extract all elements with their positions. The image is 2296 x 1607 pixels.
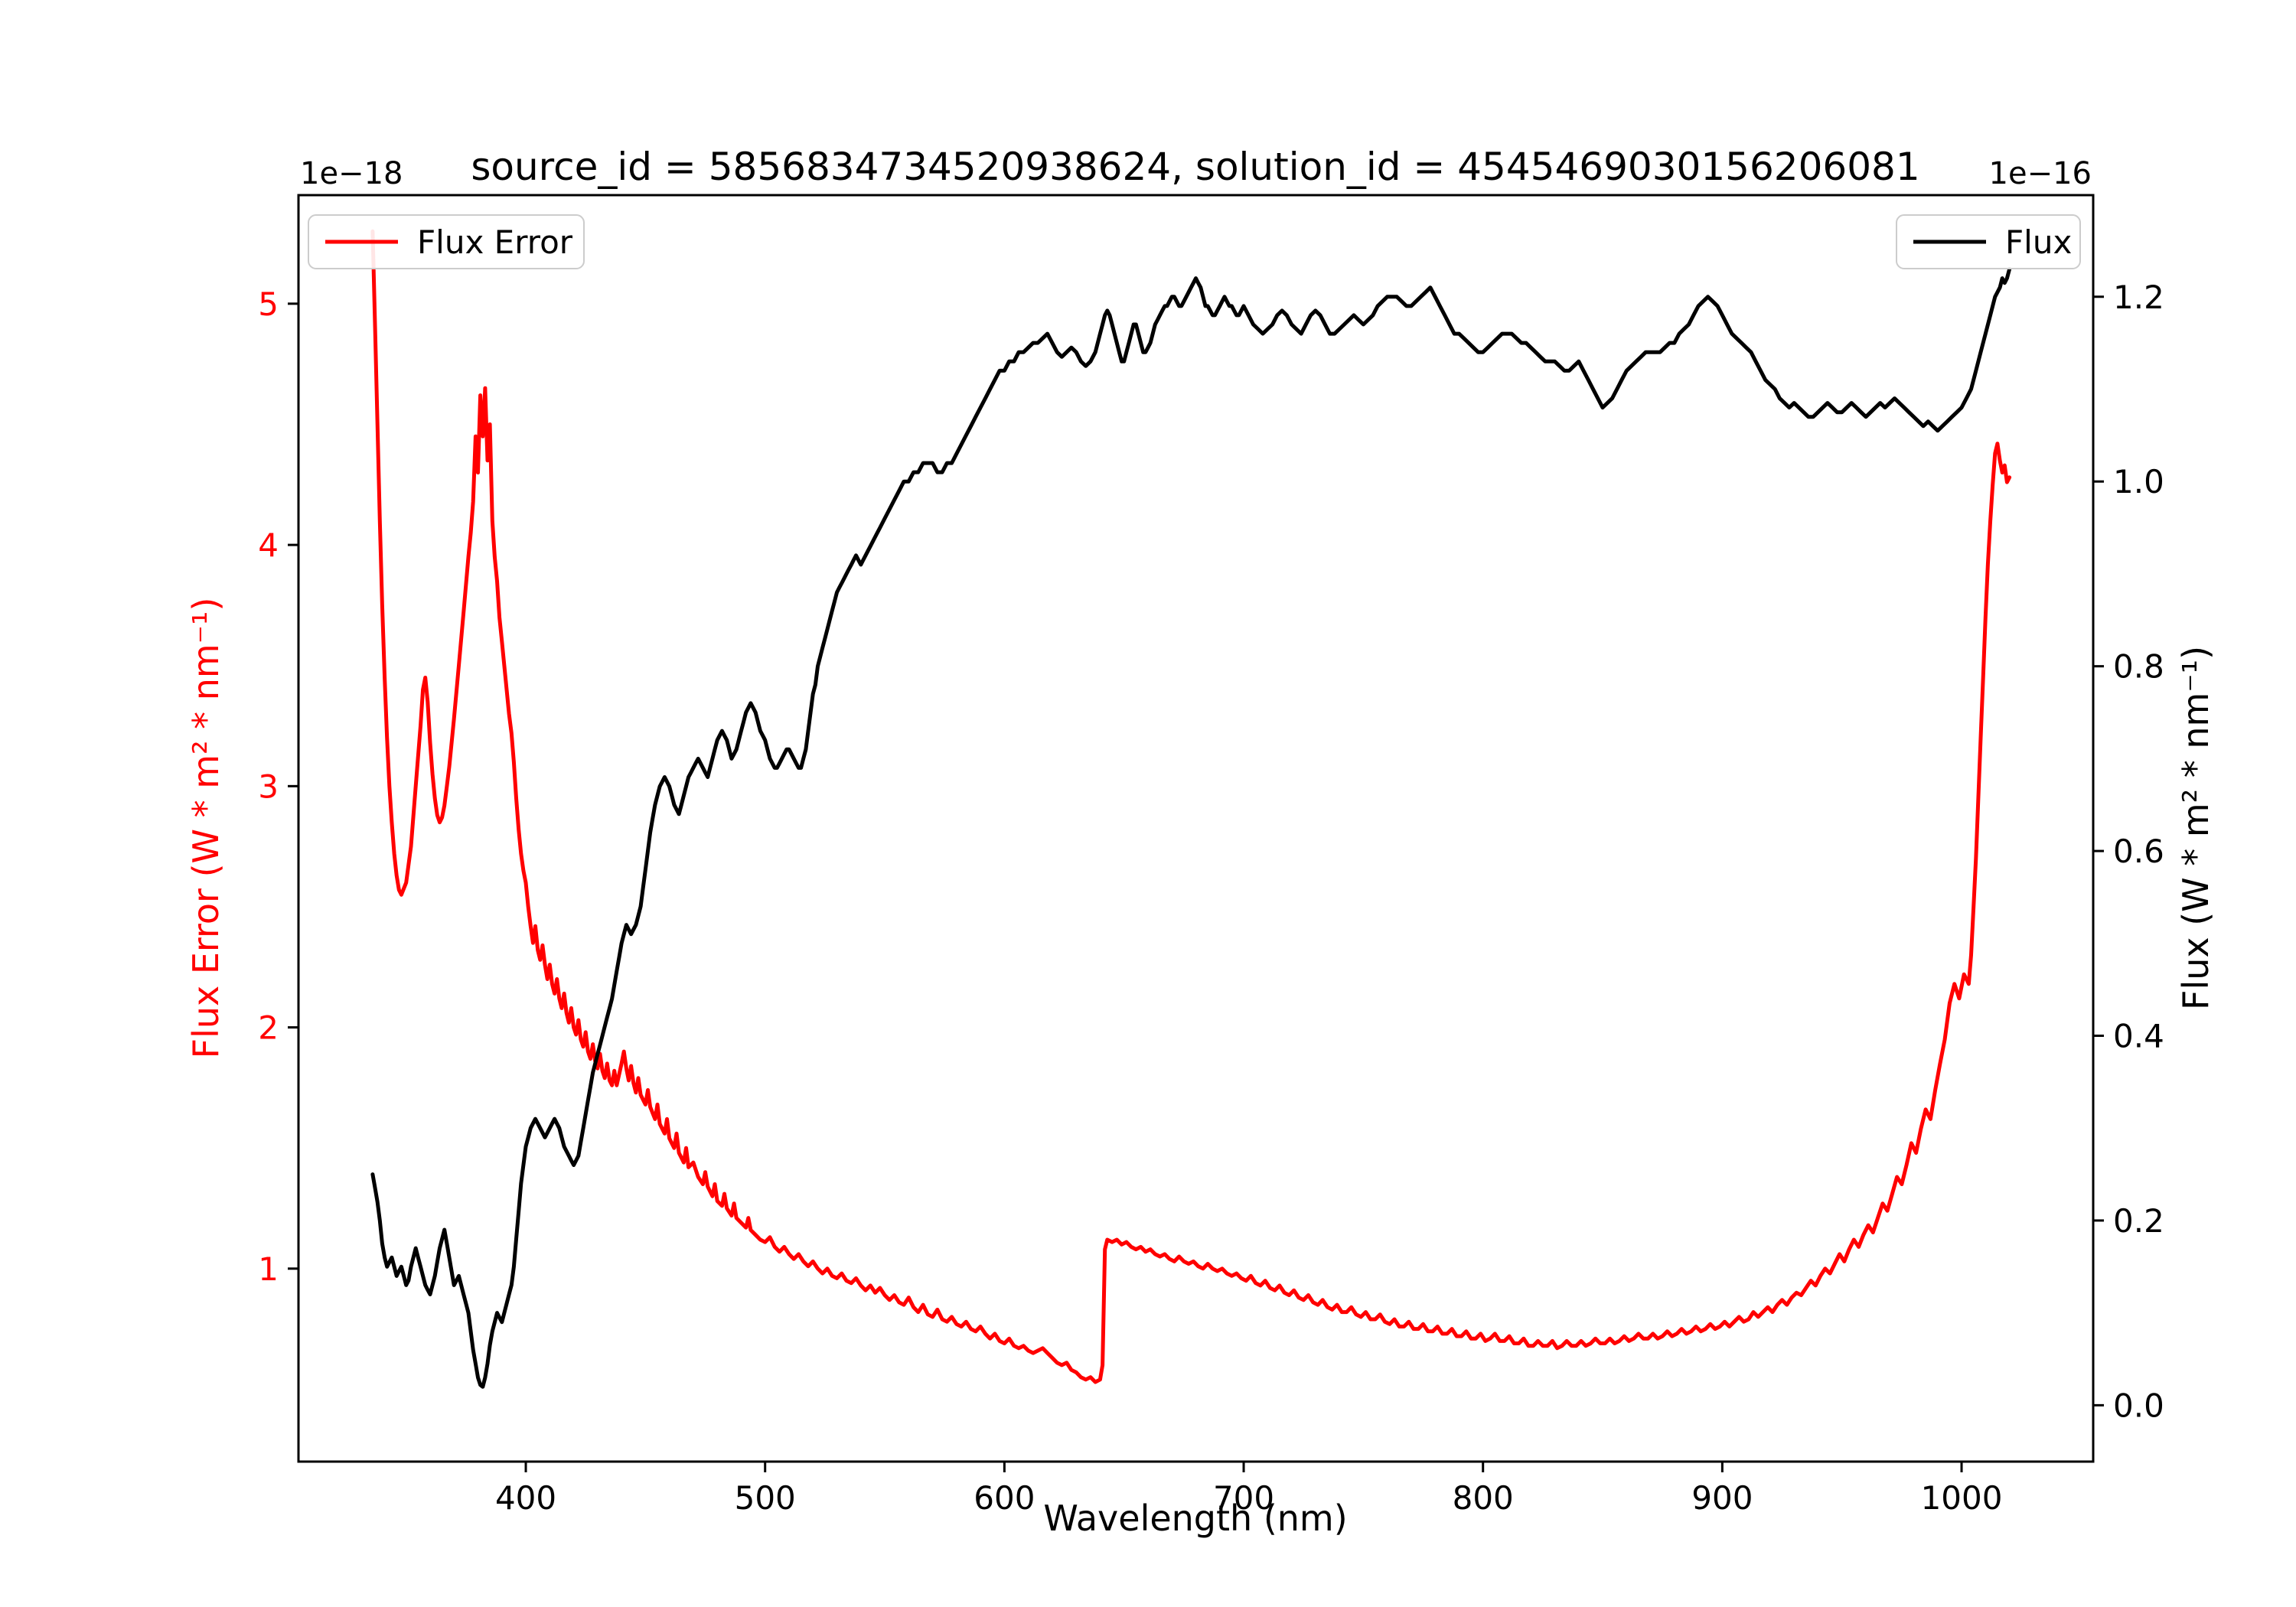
y-right-tick-label: 0.2 bbox=[2113, 1202, 2164, 1240]
axes-frame bbox=[297, 194, 2095, 1463]
y-left-tick-label: 5 bbox=[258, 285, 279, 323]
y-right-axis-label: Flux (W * m² * nm⁻¹) bbox=[2175, 646, 2216, 1010]
x-tick-label: 800 bbox=[1453, 1479, 1514, 1517]
legend-flux: Flux bbox=[1896, 214, 2081, 269]
flux-line bbox=[370, 267, 2012, 1389]
x-tick-label: 600 bbox=[974, 1479, 1035, 1517]
legend-label: Flux Error bbox=[417, 223, 573, 261]
left-axis-offset-text: 1e−18 bbox=[300, 156, 403, 191]
y-left-axis-label: Flux Error (W * m² * nm⁻¹) bbox=[185, 598, 227, 1059]
x-tick-label: 900 bbox=[1691, 1479, 1753, 1517]
y-right-tick-label: 1.0 bbox=[2113, 463, 2164, 500]
y-right-tick-label: 1.2 bbox=[2113, 279, 2164, 316]
y-right-tick-label: 0.6 bbox=[2113, 833, 2164, 870]
legend-box bbox=[1896, 214, 2081, 269]
y-right-tick-label: 0.4 bbox=[2113, 1018, 2164, 1055]
y-right-tick-label: 0.8 bbox=[2113, 648, 2164, 686]
right-axis-offset-text: 1e−16 bbox=[1989, 156, 2092, 191]
series-layer bbox=[370, 229, 2012, 1389]
legend-box bbox=[308, 214, 585, 269]
x-tick-label: 700 bbox=[1213, 1479, 1274, 1517]
y-left-tick-label: 2 bbox=[258, 1009, 279, 1047]
x-tick-label: 1000 bbox=[1921, 1479, 2003, 1517]
y-left-tick-label: 4 bbox=[258, 526, 279, 564]
ticks-layer: 400 500 600 700 800 900 1000 1 2 3 4 5 0.0 0.2 0.4 0.6 0… bbox=[258, 279, 2164, 1517]
legend-flux-error: Flux Error bbox=[308, 214, 585, 269]
x-tick-label: 400 bbox=[495, 1479, 556, 1517]
legend-label: Flux bbox=[2005, 223, 2072, 261]
y-left-tick-label: 3 bbox=[258, 768, 279, 805]
chart-title: source_id = 5856834734520938624, solutio… bbox=[471, 145, 1919, 189]
y-left-tick-label: 1 bbox=[258, 1250, 279, 1288]
y-right-tick-label: 0.0 bbox=[2113, 1387, 2164, 1424]
x-tick-label: 500 bbox=[735, 1479, 796, 1517]
x-axis-label: Wavelength (nm) bbox=[1043, 1498, 1347, 1539]
flux-error-line bbox=[370, 229, 2012, 1384]
